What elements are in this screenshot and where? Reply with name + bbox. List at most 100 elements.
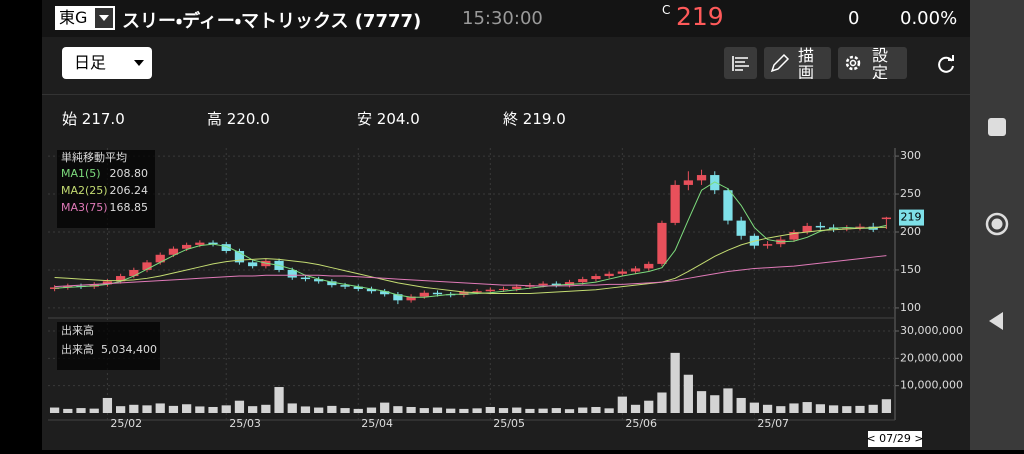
legend-name: MA2(25) <box>61 184 108 197</box>
volume-bar <box>208 406 218 413</box>
volume-bar <box>102 397 113 413</box>
candle-body <box>564 282 575 286</box>
volume-bar <box>168 405 179 413</box>
y-tick-label: 250 <box>900 187 921 200</box>
home-button[interactable] <box>985 212 1009 236</box>
candle-body <box>459 291 469 296</box>
candle-body <box>63 285 73 288</box>
volume-bar <box>432 407 443 413</box>
pencil-icon <box>770 53 790 73</box>
volume-legend-value: 5,034,400 <box>101 343 157 356</box>
gear-icon <box>845 55 861 71</box>
overlay: 単純移動平均 出来高 出来高 5,034,400 < 07/29 > MA1(5… <box>57 150 924 447</box>
volume-bar <box>498 408 509 413</box>
candle-body <box>630 268 641 272</box>
back-button[interactable] <box>989 312 1003 330</box>
volume-bar <box>327 405 337 413</box>
volume-title: 出来高 <box>61 323 94 337</box>
candle-body <box>802 225 812 232</box>
volume-bar <box>459 408 469 413</box>
volume-bar <box>564 409 575 413</box>
candle-body <box>657 222 667 264</box>
ohlc-label: 高 <box>207 110 223 128</box>
volume-bar <box>617 396 627 413</box>
volume-bar <box>644 400 654 413</box>
plot-area: 100 150 200 250 300 10,000,000 20,000,000 30,00… <box>48 148 963 430</box>
candle-body <box>353 286 363 289</box>
volume-bar <box>182 404 192 413</box>
volume-bar <box>512 407 522 413</box>
candle-body <box>723 190 733 221</box>
volume-bar <box>221 405 231 413</box>
volume-bar <box>195 406 205 413</box>
volume-bar <box>287 403 297 413</box>
candle-body <box>182 244 192 249</box>
volume-bar <box>762 404 773 413</box>
candle-body <box>327 281 337 286</box>
volume-bar <box>538 408 548 413</box>
indicator-button[interactable] <box>724 47 757 79</box>
legend-box <box>57 150 155 228</box>
volume-bar <box>63 408 73 413</box>
volume-bar <box>142 405 152 413</box>
dropdown-arrow <box>95 8 113 28</box>
ohlc-open: 始 217.0 <box>62 108 125 129</box>
settings-button[interactable]: 設定 <box>838 47 907 79</box>
volume-tick-label: 30,000,000 <box>900 324 963 337</box>
ohlc-label: 安 <box>357 110 373 128</box>
price: 219 <box>676 2 724 31</box>
settings-label: 設定 <box>872 47 889 79</box>
candle-body <box>406 296 416 301</box>
candle-body <box>512 286 522 289</box>
candle-body <box>498 288 509 290</box>
stock-name: スリー・ディー・マトリックス (7777) <box>122 11 422 32</box>
volume-bar <box>446 408 456 413</box>
candle-body <box>591 276 601 280</box>
legend-value: 208.80 <box>110 167 149 180</box>
candle-body <box>762 244 773 246</box>
candle-body <box>551 283 561 286</box>
system-nav-bar <box>970 0 1024 450</box>
volume-bar <box>129 404 139 413</box>
volume-bar <box>472 408 482 413</box>
candle-body <box>168 248 179 255</box>
ohlc-label: 始 <box>62 110 78 128</box>
volume-bar <box>234 400 245 413</box>
x-tick-label: 25/05 <box>493 417 525 430</box>
volume-bar <box>604 408 614 413</box>
candle-body <box>340 285 350 287</box>
x-tick-label: 25/02 <box>110 417 142 430</box>
candle-body <box>155 254 165 263</box>
ma-line <box>54 226 887 294</box>
volume-bar <box>261 404 271 413</box>
period-select[interactable]: 日足 <box>62 47 152 79</box>
refresh-button[interactable] <box>934 52 958 76</box>
volume-bar <box>710 395 720 413</box>
draw-button[interactable]: 描画 <box>764 47 831 79</box>
candle-body <box>736 220 746 236</box>
candle-body <box>815 225 826 228</box>
candle-body <box>129 269 139 277</box>
change-percent: 0.00% <box>900 8 958 29</box>
volume-bar <box>393 406 403 413</box>
market-select[interactable]: 東G <box>55 6 115 30</box>
volume-bar <box>868 404 878 413</box>
candle-body <box>300 277 311 280</box>
volume-bar <box>525 408 535 413</box>
legend-name: MA3(75) <box>61 201 108 214</box>
candle-body <box>432 292 443 295</box>
ohlc-label: 終 <box>503 110 519 128</box>
recents-button[interactable] <box>988 118 1006 136</box>
candle-body <box>644 263 654 269</box>
candle-body <box>380 291 390 295</box>
candle-body <box>538 283 548 286</box>
candle-body <box>366 288 377 292</box>
legend-value: 206.24 <box>110 184 149 197</box>
volume-bar <box>485 406 495 413</box>
chart: 100 150 200 250 300 10,000,000 20,000,000 30,00… <box>48 148 963 447</box>
volume-legend-box <box>57 322 160 370</box>
volume-legend-name: 出来高 <box>61 342 94 356</box>
candle-body <box>208 242 218 245</box>
volume-bar <box>683 374 693 413</box>
volume-bar <box>802 402 812 413</box>
